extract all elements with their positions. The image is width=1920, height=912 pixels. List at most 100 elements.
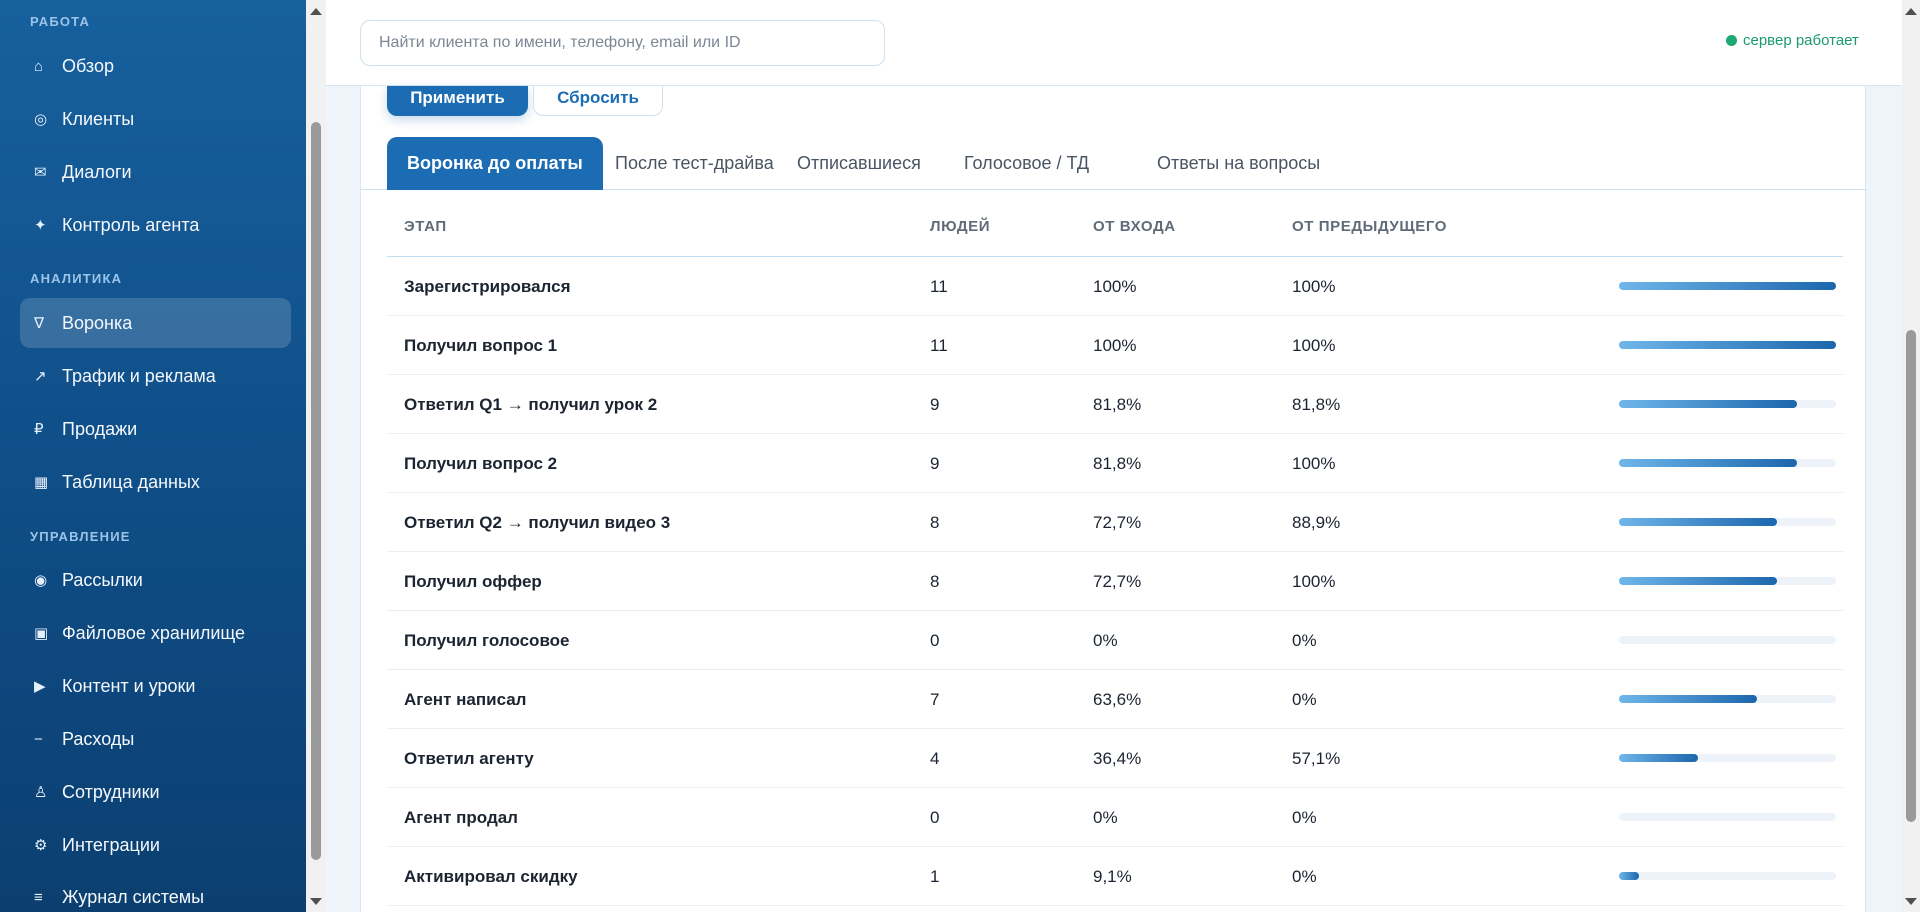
cell-stage: Агент написал [404,690,527,709]
progress-bar-fill [1619,400,1797,408]
progress-bar-fill [1619,872,1639,880]
sidebar-item[interactable]: ◎ Клиенты [20,94,291,144]
sidebar-item[interactable]: ▶ Контент и уроки [20,661,291,711]
cell-stage: Получил вопрос 2 [404,454,558,473]
minus-icon: − [34,730,43,748]
sidebar-item-label: Трафик и реклама [62,365,216,386]
sidebar-item-label: Расходы [62,728,135,749]
sidebar-item[interactable]: ✦ Контроль агента [20,200,291,250]
tab[interactable]: Голосовое / ТД [964,153,1090,173]
sidebar-item-label: Рассылки [62,569,143,590]
funnel-icon: ∇ [34,315,45,332]
server-status-text: сервер работает [1743,32,1859,49]
progress-bar-fill [1619,695,1757,703]
sidebar-item[interactable]: ⚙ Интеграции [20,820,291,870]
cell-from-prev: 88,9% [1292,513,1341,532]
status-dot-icon [1726,35,1737,46]
sidebar-item[interactable]: ₽ Продажи [20,404,291,454]
sidebar-section-title: АНАЛИТИКА [30,271,123,286]
cell-stage: Активировал скидку [404,867,578,886]
page-scroll-down-icon[interactable] [1905,898,1917,905]
cell-people: 11 [930,336,948,355]
table-row: Ответил Q2 → получил видео 3 8 72,7% 88,9% [387,493,1843,552]
table-header: ЭТАП ЛЮДЕЙ ОТ ВХОДА ОТ ПРЕДЫДУЩЕГО [387,190,1843,257]
progress-bar [1619,400,1836,408]
list-icon: ≡ [34,888,43,906]
progress-bar [1619,282,1836,290]
progress-bar [1619,754,1836,762]
cell-from-prev: 57,1% [1292,749,1341,768]
tab[interactable]: После тест-драйва [615,153,774,173]
sidebar-item[interactable]: ◉ Рассылки [20,555,291,605]
table-row: Получил голосовое 0 0% 0% [387,611,1843,670]
cell-from-prev: 81,8% [1292,395,1341,414]
sidebar-item-label: Обзор [62,55,114,76]
cell-from-entry: 72,7% [1093,572,1142,591]
tab[interactable]: Воронка до оплаты [387,137,603,190]
table-row: Активировал скидку 1 9,1% 0% [387,847,1843,906]
person-icon: ♙ [34,784,48,801]
apply-button[interactable]: Применить [387,86,528,116]
cell-from-prev: 100% [1292,572,1336,591]
column-header-from-entry: ОТ ВХОДА [1093,218,1176,235]
progress-bar [1619,459,1836,467]
progress-bar [1619,695,1836,703]
cell-stage: Ответил агенту [404,749,534,768]
cell-people: 1 [930,867,940,886]
play-icon: ▶ [34,678,46,695]
sidebar-scroll-down-icon[interactable] [310,898,322,905]
sidebar-item-label: Сотрудники [62,781,160,802]
cell-from-entry: 100% [1093,336,1137,355]
storage-icon: ▣ [34,625,49,642]
cell-from-prev: 100% [1292,336,1336,355]
progress-bar [1619,813,1836,821]
sidebar-item-label: Контроль агента [62,214,200,235]
cell-stage: Агент продал [404,808,518,827]
grid-icon: ▦ [34,474,49,491]
cell-stage: Получил вопрос 1 [404,336,558,355]
sidebar-item[interactable]: ≡ Журнал системы [20,872,291,912]
cell-stage: Ответил Q1 → получил урок 2 [404,395,658,414]
sidebar-item[interactable]: − Расходы [20,714,291,764]
page-scroll-up-icon[interactable] [1905,8,1917,15]
mail-icon: ✉ [34,164,47,181]
funnel-tabs: Воронка до оплаты После тест-драйва Отписа… [361,137,1867,190]
sidebar-item[interactable]: ▣ Файловое хранилище [20,608,291,658]
sidebar-item[interactable]: ♙ Сотрудники [20,767,291,817]
tab[interactable]: Отписавшиеся [797,153,921,173]
cell-from-prev: 100% [1292,277,1336,296]
sidebar-scrollbar-thumb[interactable] [311,122,321,860]
page-scrollbar-thumb[interactable] [1906,330,1916,822]
cell-stage: Зарегистрировался [404,277,571,296]
progress-bar [1619,577,1836,585]
table-row: Ответил агенту 4 36,4% 57,1% [387,729,1843,788]
column-header-stage: ЭТАП [404,218,447,235]
cell-people: 4 [930,749,940,768]
cell-from-entry: 81,8% [1093,454,1142,473]
table-row: Ответил Q1 → получил урок 2 9 81,8% 81,8% [387,375,1843,434]
sidebar-item[interactable]: ∇ Воронка [20,298,291,348]
clients-icon: ◎ [34,111,48,128]
tab[interactable]: Ответы на вопросы [1157,153,1321,173]
sidebar-item[interactable]: ⌂ Обзор [20,41,291,91]
cell-people: 0 [930,631,940,650]
cell-from-entry: 100% [1093,277,1137,296]
sidebar-item-label: Журнал системы [62,886,205,907]
sidebar-scroll-up-icon[interactable] [310,8,322,15]
broadcast-icon: ◉ [34,572,48,589]
cell-from-prev: 0% [1292,690,1317,709]
sidebar-item[interactable]: ✉ Диалоги [20,147,291,197]
sidebar: РАБОТА АНАЛИТИКА УПРАВЛЕНИЕ ⌂ Обзор ◎ Клиенты ✉… [0,0,306,912]
sparkle-icon: ✦ [34,217,47,234]
sidebar-item-label: Воронка [62,312,133,333]
cell-people: 11 [930,277,948,296]
sidebar-item[interactable]: ▦ Таблица данных [20,457,291,507]
sidebar-item-label: Контент и уроки [62,675,196,696]
table-row: Получил оффер 8 72,7% 100% [387,552,1843,611]
cell-from-entry: 36,4% [1093,749,1142,768]
sidebar-item[interactable]: ↗ Трафик и реклама [20,351,291,401]
search-input[interactable] [360,20,885,66]
cell-from-entry: 63,6% [1093,690,1142,709]
server-status: сервер работает [1726,32,1859,49]
reset-button[interactable]: Сбросить [533,86,663,116]
